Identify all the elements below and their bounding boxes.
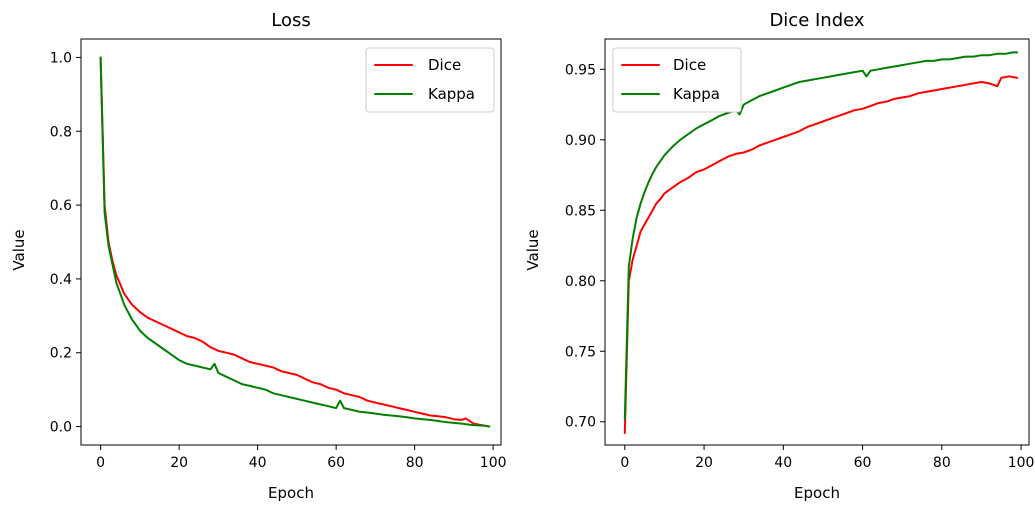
plot-frame: [80, 38, 502, 446]
x-tick-label: 20: [170, 455, 188, 471]
chart-title: Loss: [271, 10, 310, 31]
x-tick-label: 40: [774, 455, 792, 471]
y-tick-label: 0.85: [565, 203, 596, 219]
series-line-dice: [623, 75, 1019, 434]
x-tick-label: 80: [406, 455, 424, 471]
series-line-dice: [99, 56, 491, 428]
series-layer: [623, 51, 1019, 434]
legend-dice-label: Dice: [673, 56, 706, 74]
legend: Dice Kappa: [612, 47, 742, 113]
x-tick-label: 60: [327, 455, 345, 471]
x-tick-label: 20: [695, 455, 713, 471]
plot-frame: [604, 38, 1030, 446]
y-axis-label: Value: [524, 229, 542, 270]
chart-title: Dice Index: [769, 10, 864, 31]
tick-layer: 0 20 40 60 80 100 0.70 0.75 0.80 0.85 0.90 0.95: [565, 62, 1035, 471]
x-axis-label: Epoch: [794, 484, 840, 502]
y-tick-label: 0.75: [565, 344, 596, 360]
x-tick-label: 100: [480, 455, 507, 471]
dice-index-chart: Dice Index Epoch Value 0 20 40 60 80 1000.700…: [524, 10, 1034, 502]
y-tick-label: 0.2: [50, 346, 72, 362]
y-tick-label: 1.0: [50, 50, 72, 66]
y-tick-label: 0.80: [565, 274, 596, 290]
y-tick-label: 0.90: [565, 133, 596, 149]
x-tick-label: 60: [854, 455, 872, 471]
legend-kappa-label: Kappa: [428, 85, 475, 103]
x-tick-label: 80: [933, 455, 951, 471]
y-tick-label: 0.95: [565, 62, 596, 78]
y-tick-label: 0.8: [50, 124, 72, 140]
x-tick-label: 0: [620, 455, 629, 471]
y-tick-label: 0.6: [50, 198, 72, 214]
y-tick-label: 0.0: [50, 420, 72, 436]
y-tick-label: 0.4: [50, 272, 72, 288]
series-line-kappa: [99, 56, 491, 428]
tick-layer: 0 20 40 60 80 100 0.0 0.2 0.4 0.6 0.8 1.0: [50, 50, 507, 471]
legend-kappa-label: Kappa: [673, 85, 720, 103]
x-tick-label: 40: [249, 455, 267, 471]
x-tick-label: 0: [96, 455, 105, 471]
x-tick-label: 100: [1008, 455, 1035, 471]
y-tick-label: 0.70: [565, 415, 596, 431]
y-axis-label: Value: [10, 229, 28, 270]
legend: Dice Kappa: [365, 47, 495, 113]
series-line-kappa: [623, 51, 1019, 420]
x-axis-label: Epoch: [268, 484, 314, 502]
series-layer: [99, 56, 491, 428]
loss-chart: Loss Epoch Value 0 20 40 60 80 100 0.0 0.2 0.4 0.…: [10, 10, 507, 502]
legend-dice-label: Dice: [428, 56, 461, 74]
